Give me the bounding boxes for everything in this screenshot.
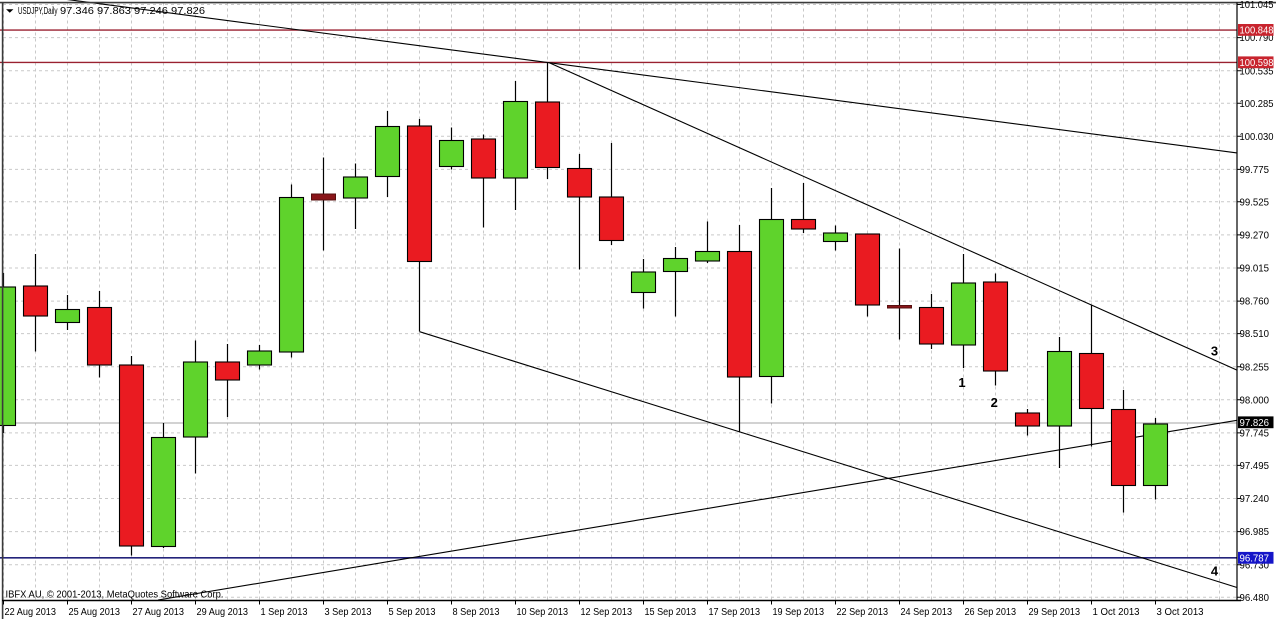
svg-text:96.985: 96.985 [1240,526,1270,538]
svg-text:USDJPY,Daily: USDJPY,Daily [18,6,58,17]
svg-text:2: 2 [991,395,998,410]
svg-text:98.255: 98.255 [1240,361,1270,373]
svg-text:27 Aug 2013: 27 Aug 2013 [133,607,185,618]
svg-text:98.000: 98.000 [1240,394,1270,406]
svg-text:5 Sep 2013: 5 Sep 2013 [389,607,436,618]
svg-text:10 Sep 2013: 10 Sep 2013 [517,607,569,618]
svg-text:24 Sep 2013: 24 Sep 2013 [901,607,953,618]
svg-text:29 Aug 2013: 29 Aug 2013 [197,607,249,618]
svg-text:3 Oct 2013: 3 Oct 2013 [1157,607,1204,618]
svg-text:26 Sep 2013: 26 Sep 2013 [965,607,1017,618]
svg-text:97.346 97.863 97.246 97.826: 97.346 97.863 97.246 97.826 [60,6,205,17]
svg-text:22 Sep 2013: 22 Sep 2013 [837,607,889,618]
svg-text:98.510: 98.510 [1240,328,1270,340]
svg-text:3: 3 [1211,344,1218,359]
svg-text:1 Oct 2013: 1 Oct 2013 [1093,607,1140,618]
svg-text:3 Sep 2013: 3 Sep 2013 [325,607,372,618]
svg-text:100.030: 100.030 [1240,131,1274,143]
svg-text:96.480: 96.480 [1240,592,1270,604]
svg-text:96.787: 96.787 [1240,553,1270,565]
svg-text:97.240: 97.240 [1240,493,1270,505]
svg-text:1: 1 [958,375,965,390]
svg-text:98.760: 98.760 [1240,296,1270,308]
svg-text:4: 4 [1211,564,1219,579]
svg-text:99.015: 99.015 [1240,263,1270,275]
svg-text:99.775: 99.775 [1240,164,1270,176]
svg-text:100.848: 100.848 [1240,25,1274,37]
svg-text:97.745: 97.745 [1240,428,1270,440]
svg-text:22 Aug 2013: 22 Aug 2013 [5,607,57,618]
svg-text:99.270: 99.270 [1240,230,1270,242]
svg-text:100.285: 100.285 [1240,98,1274,110]
svg-text:100.598: 100.598 [1240,57,1274,69]
svg-text:100.535: 100.535 [1240,65,1274,77]
svg-text:17 Sep 2013: 17 Sep 2013 [709,607,761,618]
svg-text:97.826: 97.826 [1240,417,1270,429]
svg-text:25 Aug 2013: 25 Aug 2013 [69,607,121,618]
svg-text:19 Sep 2013: 19 Sep 2013 [773,607,825,618]
svg-text:1 Sep 2013: 1 Sep 2013 [261,607,308,618]
svg-text:8 Sep 2013: 8 Sep 2013 [453,607,500,618]
svg-text:101.045: 101.045 [1240,0,1274,11]
svg-text:IBFX AU, © 2001-2013, MetaQuot: IBFX AU, © 2001-2013, MetaQuotes Softwar… [6,590,224,601]
svg-text:29 Sep 2013: 29 Sep 2013 [1029,607,1081,618]
svg-text:12 Sep 2013: 12 Sep 2013 [581,607,633,618]
svg-text:99.525: 99.525 [1240,196,1270,208]
svg-text:97.495: 97.495 [1240,460,1270,472]
svg-text:15 Sep 2013: 15 Sep 2013 [645,607,697,618]
